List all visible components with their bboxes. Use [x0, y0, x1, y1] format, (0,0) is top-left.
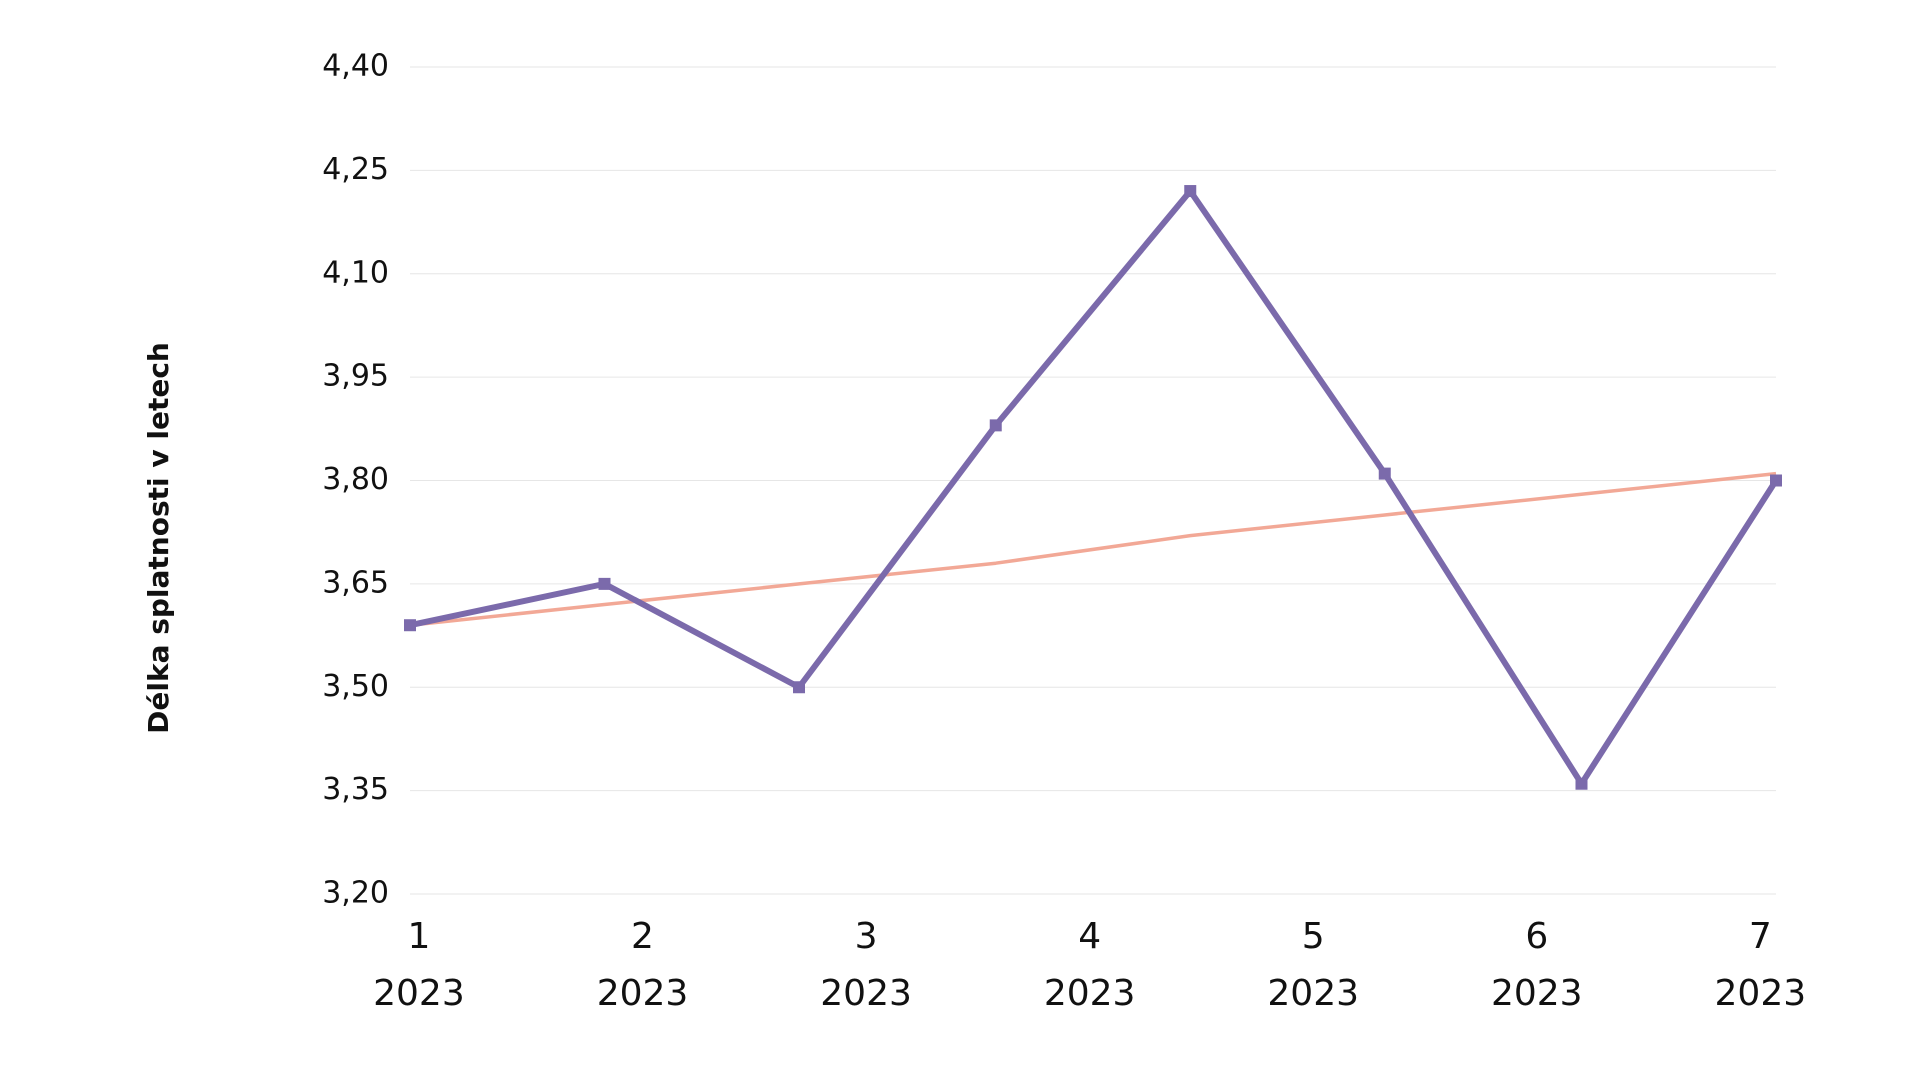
marker — [1184, 185, 1197, 198]
x-tick-label: 4 2023 — [1043, 916, 1136, 1014]
x-tick-label: 1 2023 — [373, 916, 465, 1014]
marker — [793, 681, 806, 694]
y-tick-label: 3,80 — [322, 462, 389, 497]
y-tick-label: 4,40 — [322, 49, 389, 84]
y-tick-label: 3,50 — [322, 669, 389, 704]
x-tick-label: 5 2023 — [1267, 916, 1360, 1014]
line — [409, 188, 1779, 787]
marker — [1770, 474, 1782, 487]
y-tick-label: 3,95 — [322, 359, 389, 394]
x-tick-label: 7 2023 — [1714, 916, 1807, 1014]
x-tick-label: 2 2023 — [596, 916, 689, 1014]
x-tick-label: 3 2023 — [820, 916, 912, 1014]
marker — [404, 619, 416, 632]
marker — [598, 577, 611, 590]
y-tick-label: 4,10 — [322, 255, 389, 290]
y-tick-label: 3,20 — [322, 876, 389, 911]
y-tick-label: 4,25 — [322, 152, 389, 187]
x-tick-label: 6 2023 — [1490, 916, 1583, 1014]
y-tick-label: 3,35 — [322, 772, 389, 807]
marker — [989, 419, 1002, 432]
marker — [1575, 777, 1588, 790]
y-axis-label: Délka splatnosti v letech — [142, 342, 175, 734]
marker — [1378, 467, 1391, 480]
line — [409, 471, 1777, 627]
y-tick-label: 3,65 — [322, 565, 389, 600]
